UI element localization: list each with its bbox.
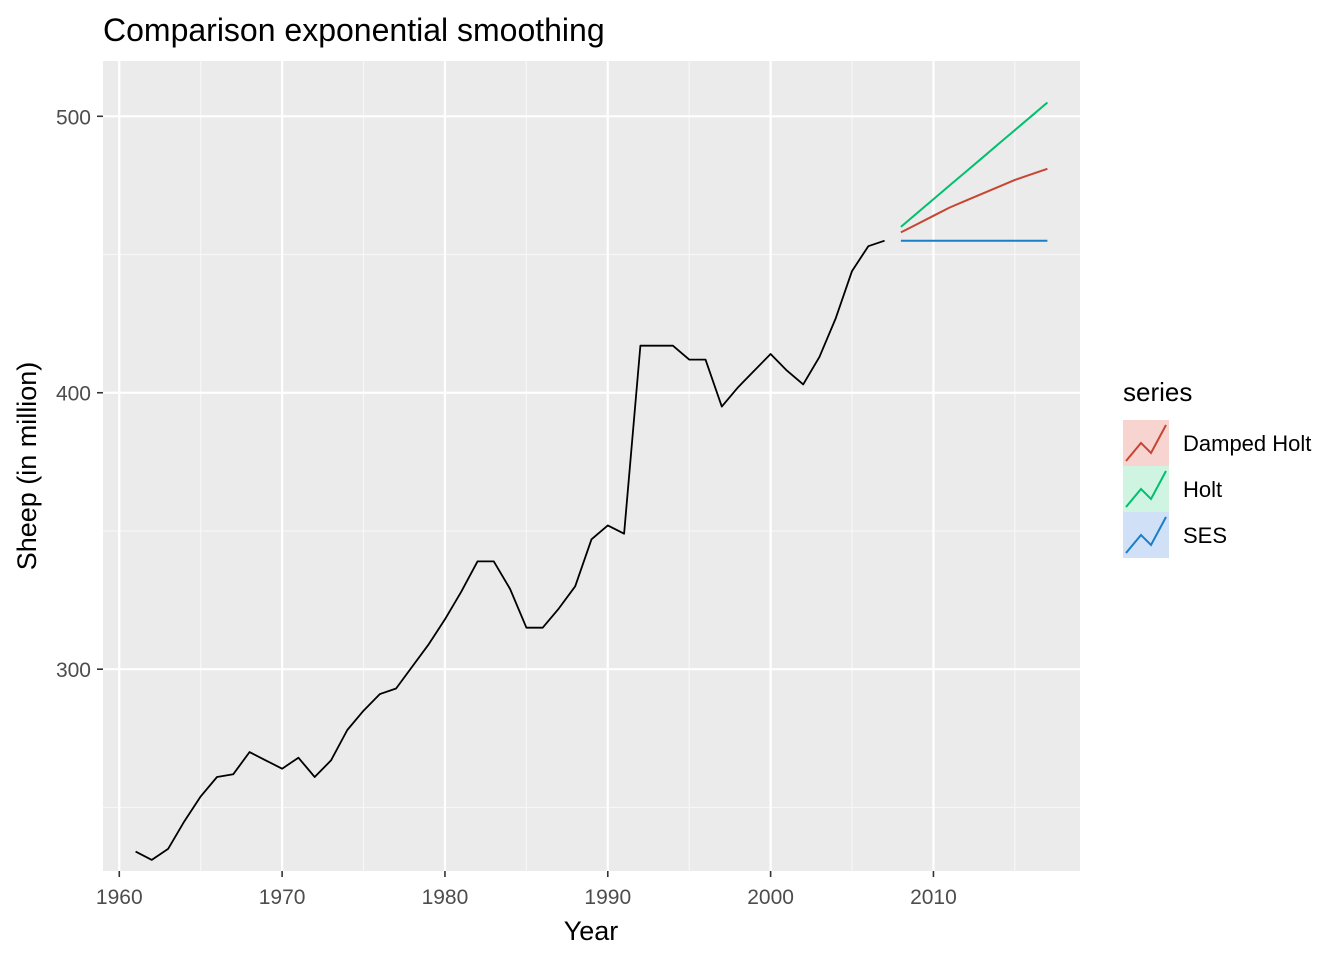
- y-tick-label: 300: [56, 659, 91, 682]
- y-axis-title: Sheep (in million): [12, 362, 42, 571]
- legend-glyph-ses: [1125, 516, 1167, 554]
- series-line-damped-holt: [900, 167, 1048, 234]
- series-line-holt: [900, 101, 1049, 228]
- major-gridlines: [103, 61, 1080, 871]
- history-line: [135, 239, 885, 861]
- legend-title: series: [1123, 377, 1192, 407]
- legend-key-holt: [1123, 466, 1169, 512]
- x-tick-label: 2010: [910, 886, 957, 909]
- legend-entry-damped-holt: Damped Holt: [1123, 420, 1311, 466]
- legend-key-damped-holt: [1123, 420, 1169, 466]
- legend-glyph-damped-holt: [1125, 424, 1167, 462]
- legend: series Damped Holt Holt SES: [1123, 377, 1311, 558]
- plot-panel: [103, 61, 1080, 871]
- x-axis-ticks: 1960 1970 1980 1990 2000 2010: [96, 871, 957, 909]
- legend-key-ses: [1123, 512, 1169, 558]
- chart-title: Comparison exponential smoothing: [103, 12, 605, 48]
- legend-keys: Damped Holt Holt SES: [1123, 420, 1311, 558]
- x-tick-label: 1960: [96, 886, 143, 909]
- y-tick-label: 400: [56, 383, 91, 406]
- x-tick-label: 1980: [422, 886, 469, 909]
- legend-entry-holt: Holt: [1123, 466, 1222, 512]
- legend-label-ses: SES: [1183, 523, 1227, 548]
- legend-glyph-holt: [1125, 470, 1167, 508]
- legend-label-damped-holt: Damped Holt: [1183, 431, 1311, 456]
- legend-label-holt: Holt: [1183, 477, 1222, 502]
- y-tick-label: 500: [56, 106, 91, 129]
- y-axis-ticks: 300 400 500: [56, 106, 103, 682]
- legend-entry-ses: SES: [1123, 512, 1227, 558]
- x-tick-label: 1970: [259, 886, 306, 909]
- x-axis-title: Year: [564, 916, 619, 946]
- minor-gridlines: [103, 61, 1080, 871]
- x-tick-label: 1990: [584, 886, 631, 909]
- x-tick-label: 2000: [747, 886, 794, 909]
- series-lines: [135, 101, 1049, 861]
